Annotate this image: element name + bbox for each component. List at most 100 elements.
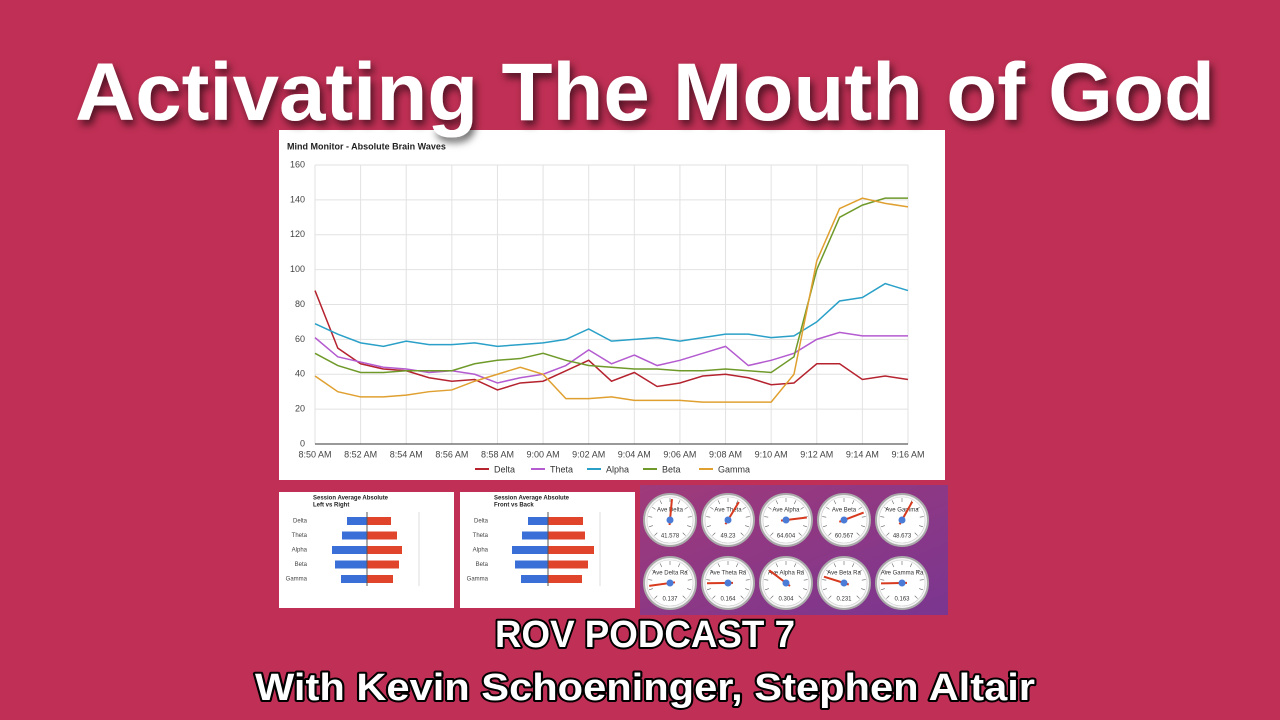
legend-label: Alpha xyxy=(606,464,629,474)
y-tick-label: 160 xyxy=(290,159,305,169)
gauge-tick xyxy=(858,506,862,510)
gauge-tick xyxy=(800,569,804,573)
gauge-tick xyxy=(833,500,837,505)
gauge-tick xyxy=(856,595,860,599)
gauge-tick xyxy=(687,525,692,528)
gauge-hub xyxy=(840,579,848,587)
bar xyxy=(548,575,582,583)
y-tick-label: Alpha xyxy=(292,548,308,554)
bar xyxy=(367,560,399,569)
chart-subtitle: Left vs Right xyxy=(313,503,349,509)
gauge-tick xyxy=(706,579,711,581)
bar xyxy=(521,575,548,583)
gauge-hub xyxy=(898,579,906,587)
gauge-tick xyxy=(745,579,750,581)
gauge-tick xyxy=(822,579,827,581)
gauge-tick xyxy=(648,525,653,528)
gauge-value: 0.231 xyxy=(836,597,852,603)
gauge-label: Ave Alpha Ra xyxy=(768,571,805,577)
gauge-value: 0.163 xyxy=(894,597,910,603)
gauge-tick xyxy=(687,516,692,518)
gauge-tick xyxy=(740,595,744,599)
gauge-tick xyxy=(775,563,779,568)
gauge-tick xyxy=(652,569,656,573)
legend-label: Gamma xyxy=(718,464,750,474)
gauge-tick xyxy=(891,500,895,505)
gauge-tick xyxy=(919,525,924,528)
gauge-tick xyxy=(648,588,653,591)
bar xyxy=(512,546,548,554)
gauge-tick xyxy=(822,525,827,528)
gauge-tick xyxy=(706,588,711,591)
gauge-label: Ave Alpha xyxy=(773,508,801,514)
gauge-tick xyxy=(706,516,711,518)
line xyxy=(314,197,909,403)
bar xyxy=(367,517,391,525)
gauge-tick xyxy=(764,516,769,518)
legend-label: Theta xyxy=(550,464,573,474)
gauge-tick xyxy=(800,506,804,510)
gauge-tick xyxy=(822,516,827,518)
y-tick-label: Delta xyxy=(474,519,489,525)
gauge-hub xyxy=(782,579,790,587)
gauge-tick xyxy=(914,595,918,599)
gauge-tick xyxy=(798,532,802,536)
gauge-tick xyxy=(684,506,688,510)
gauge-tick xyxy=(652,506,656,510)
gauge-value: 0.164 xyxy=(720,597,736,603)
bar xyxy=(332,546,367,554)
gauge-tick xyxy=(861,516,866,518)
y-tick-label: Delta xyxy=(293,519,308,525)
legend-label: Beta xyxy=(662,464,681,474)
x-tick-label: 8:50 AM xyxy=(298,449,331,459)
gauge-tick xyxy=(886,595,890,599)
gauge-tick xyxy=(861,579,866,581)
gauge-tick xyxy=(803,525,808,528)
y-tick-label: 80 xyxy=(295,299,305,309)
x-tick-label: 9:12 AM xyxy=(800,449,833,459)
bar xyxy=(367,531,397,540)
gauge-tick xyxy=(764,525,769,528)
gauge-label: Ave Gamma xyxy=(885,508,919,514)
gauge-tick xyxy=(880,579,885,581)
gauge-tick xyxy=(735,500,739,505)
gauge-tick xyxy=(742,569,746,573)
bar xyxy=(342,531,367,540)
gauge-tick xyxy=(884,506,888,510)
gauge-tick xyxy=(684,569,688,573)
x-tick-label: 9:08 AM xyxy=(709,449,742,459)
y-tick-label: Beta xyxy=(295,562,308,568)
gauge-tick xyxy=(648,516,653,518)
gauge-tick xyxy=(833,563,837,568)
gauge-tick xyxy=(826,569,830,573)
bar xyxy=(548,531,585,540)
gauge-tick xyxy=(880,516,885,518)
gauge-tick xyxy=(880,588,885,591)
y-tick-label: Theta xyxy=(473,533,489,539)
x-tick-label: 9:10 AM xyxy=(755,449,788,459)
gauge-tick xyxy=(677,500,681,505)
line xyxy=(314,282,909,348)
chart-title: Mind Monitor - Absolute Brain Waves xyxy=(287,141,446,151)
gauge-label: Ave Delta Ra xyxy=(652,571,688,577)
gauge-tick xyxy=(682,532,686,536)
gauge-hub xyxy=(840,516,848,524)
y-tick-label: 120 xyxy=(290,229,305,239)
gauge-label: Ave Beta xyxy=(832,508,857,514)
bar xyxy=(548,546,594,554)
gauge-tick xyxy=(851,500,855,505)
gauge-tick xyxy=(916,569,920,573)
x-tick-label: 9:16 AM xyxy=(891,449,924,459)
gauge-tick xyxy=(654,595,658,599)
x-tick-label: 8:58 AM xyxy=(481,449,514,459)
gauge-tick xyxy=(745,588,750,591)
legend-label: Delta xyxy=(494,464,515,474)
gauge-tick xyxy=(861,525,866,528)
gauge-hub xyxy=(898,516,906,524)
chart-title: Session Average Absolute xyxy=(494,496,570,502)
footer-text: ROV PODCAST 7 xyxy=(495,614,795,656)
x-tick-label: 9:04 AM xyxy=(618,449,651,459)
gauge-value: 0.304 xyxy=(778,597,794,603)
gauge-tick xyxy=(712,532,716,536)
gauge-tick xyxy=(856,532,860,536)
